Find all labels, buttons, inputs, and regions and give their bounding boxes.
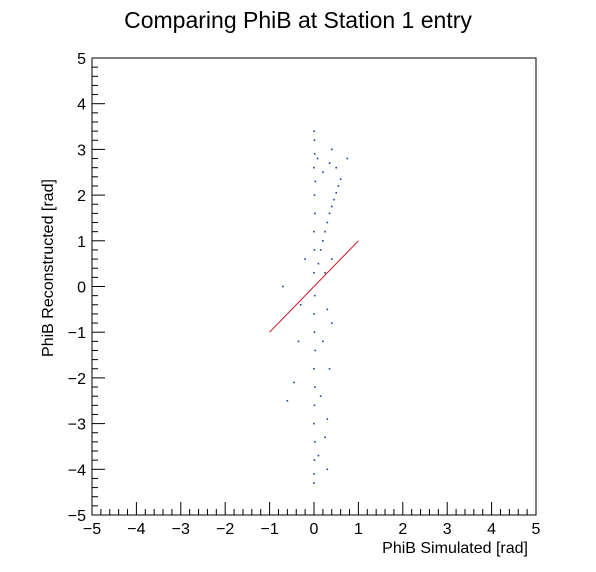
data-point <box>293 381 295 384</box>
data-point <box>299 303 302 306</box>
x-tick-label: 4 <box>487 521 496 538</box>
data-point <box>314 212 316 215</box>
y-tick-label: 5 <box>77 51 86 68</box>
y-tick-label: −4 <box>68 462 86 479</box>
data-point <box>316 157 319 160</box>
data-point <box>339 178 342 180</box>
data-point <box>319 395 322 397</box>
y-axis-label: PhiB Reconstructed [rad] <box>40 179 57 357</box>
x-tick-label: −5 <box>83 521 101 538</box>
data-point <box>314 294 316 297</box>
x-axis-label: PhiB Simulated [rad] <box>382 540 528 557</box>
data-point <box>326 468 329 471</box>
x-tick-label: 3 <box>443 521 452 538</box>
x-tick-label: 5 <box>532 521 541 538</box>
data-point <box>313 367 315 370</box>
x-tick-label: −3 <box>172 521 190 538</box>
data-point <box>324 230 326 233</box>
reference-line-segment <box>269 240 359 333</box>
y-tick-label: 4 <box>77 97 86 114</box>
x-tick-label: −2 <box>216 521 234 538</box>
data-point <box>328 212 331 215</box>
x-axis: −5 −4 −3 −2 −1 0 1 2 3 4 5 <box>83 502 541 538</box>
data-point <box>322 171 324 174</box>
data-point <box>335 192 337 194</box>
data-point <box>314 386 316 388</box>
data-point <box>328 162 331 164</box>
data-point <box>313 422 315 425</box>
y-tick-label: −5 <box>68 508 86 525</box>
reference-line <box>269 240 359 333</box>
data-point <box>313 166 315 169</box>
x-tick-label: 2 <box>398 521 407 538</box>
data-point <box>319 249 322 251</box>
data-point <box>313 230 315 233</box>
data-point <box>297 340 300 343</box>
y-tick-label: 1 <box>77 234 86 251</box>
data-point <box>324 436 326 439</box>
data-points <box>282 130 349 484</box>
data-point <box>317 454 320 457</box>
data-point <box>330 205 333 208</box>
data-point <box>282 285 284 288</box>
y-tick-label: −1 <box>68 325 86 342</box>
data-point <box>313 313 315 315</box>
y-tick-label: 0 <box>77 280 86 297</box>
data-point <box>317 262 320 265</box>
data-point <box>322 240 324 242</box>
data-point <box>326 308 329 311</box>
data-point <box>330 322 333 324</box>
y-tick-label: −3 <box>68 417 86 434</box>
data-point <box>324 271 326 274</box>
data-point <box>326 418 329 420</box>
data-point <box>313 194 316 196</box>
data-point <box>313 331 316 333</box>
data-point <box>313 130 315 132</box>
data-point <box>313 482 315 484</box>
data-point <box>326 221 329 224</box>
y-tick-label: 2 <box>77 188 86 205</box>
data-point <box>313 473 315 475</box>
data-point <box>313 139 316 142</box>
data-point <box>314 441 316 443</box>
data-point <box>286 399 289 402</box>
y-tick-label: −2 <box>68 371 86 388</box>
data-point <box>330 148 333 151</box>
x-tick-label: 0 <box>310 521 319 538</box>
data-point <box>313 271 315 274</box>
data-point <box>313 404 316 407</box>
data-point <box>328 367 331 370</box>
data-point <box>314 153 316 155</box>
data-point <box>333 198 335 201</box>
data-point <box>337 185 340 187</box>
y-tick-label: 3 <box>77 142 86 159</box>
data-point <box>322 340 324 343</box>
data-point <box>314 180 317 183</box>
chart-title: Comparing PhiB at Station 1 entry <box>124 7 472 33</box>
data-point <box>313 249 316 251</box>
data-point <box>314 349 317 352</box>
x-tick-label: −1 <box>260 521 278 538</box>
x-tick-label: −4 <box>127 521 145 538</box>
data-point <box>335 166 337 169</box>
data-point <box>313 459 316 461</box>
y-axis: −5 −4 −3 −2 −1 0 1 2 3 4 5 <box>68 51 105 525</box>
x-tick-label: 1 <box>354 521 363 538</box>
data-point <box>330 258 333 260</box>
data-point <box>346 157 349 160</box>
data-point <box>304 258 306 260</box>
